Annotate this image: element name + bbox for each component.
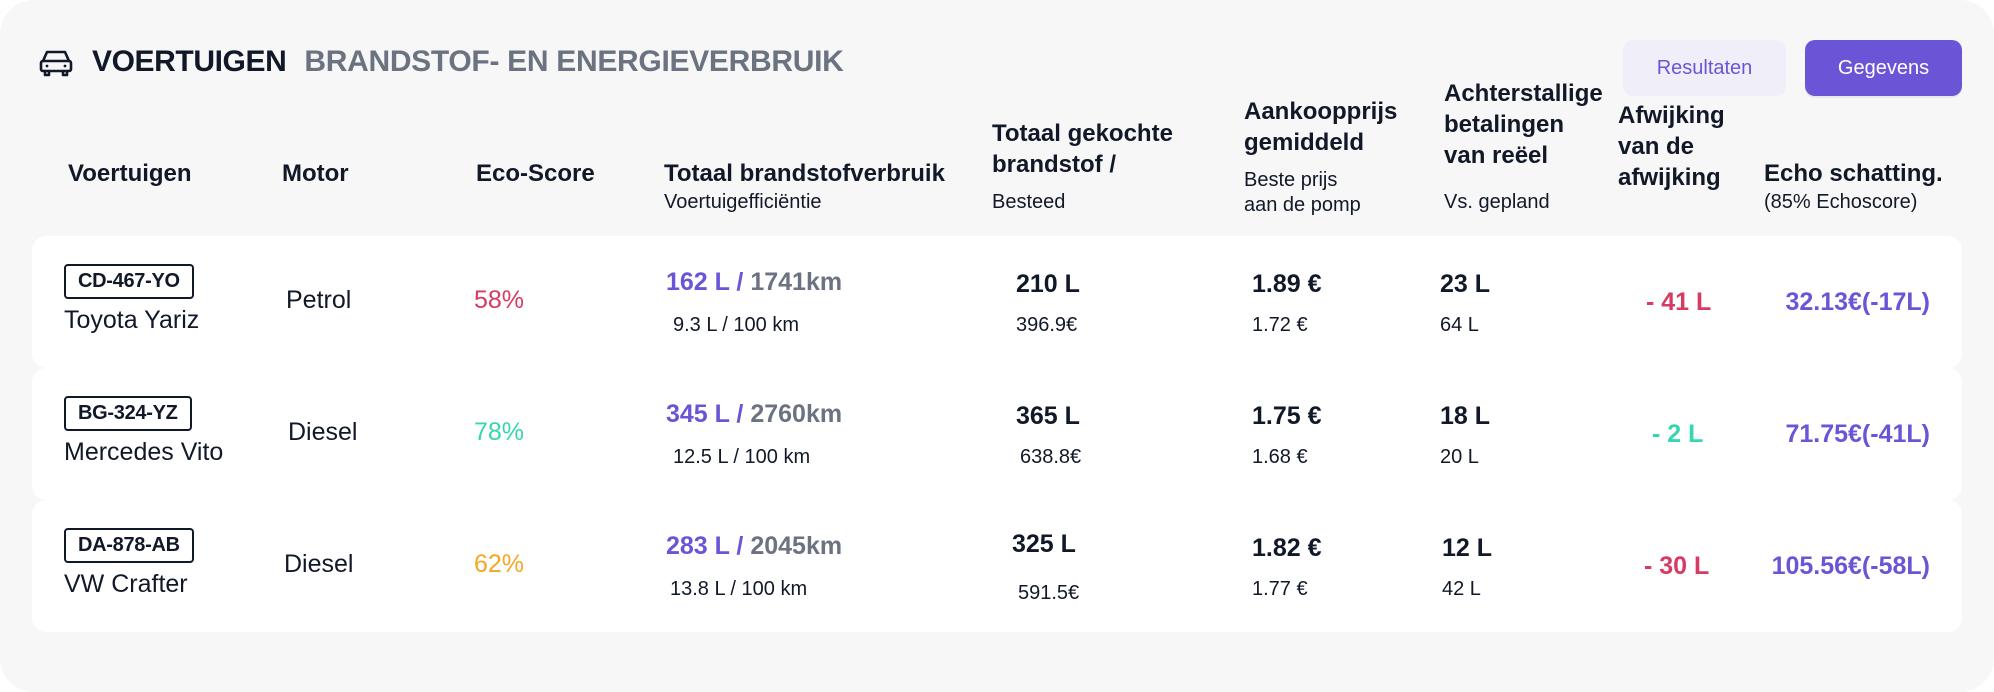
eco-score: 78% (474, 418, 525, 446)
vehicle-name: VW Crafter (64, 570, 188, 598)
backlog-planned: 64 L (1440, 314, 1479, 336)
fuel-total-separator: / (729, 532, 751, 560)
column-header-deviation: Afwijking van de afwijking (1618, 102, 1725, 192)
backlog-actual: 23 L (1440, 270, 1491, 298)
echo-estimate: 32.13€(-17L) (1785, 288, 1930, 316)
fuel-total-km: 2760km (750, 400, 843, 428)
average-purchase-price: 1.89 € (1252, 270, 1322, 298)
license-plate: CD-467-YO (64, 264, 194, 299)
average-purchase-price: 1.82 € (1252, 534, 1322, 562)
fuel-total-separator: / (729, 400, 751, 428)
column-header-engine: Motor (282, 160, 349, 187)
column-subheader-backlog: Vs. gepland (1444, 191, 1550, 213)
vehicle-efficiency: 12.5 L / 100 km (673, 446, 811, 468)
column-subheader-fuel-total: Voertuigefficiëntie (664, 191, 822, 213)
page-title: VOERTUIGEN (92, 45, 287, 78)
vehicle-efficiency: 9.3 L / 100 km (673, 314, 799, 336)
table-row[interactable]: BG-324-YZ Mercedes Vito Diesel 78% 345 L… (32, 368, 1962, 500)
fuel-total-separator: / (729, 268, 751, 296)
column-subheader-purchase-price: Beste prijs aan de pomp (1244, 169, 1361, 216)
car-icon (38, 44, 74, 80)
deviation-value: - 41 L (1646, 288, 1712, 316)
vehicle-efficiency: 13.8 L / 100 km (670, 578, 808, 600)
average-purchase-price: 1.75 € (1252, 402, 1322, 430)
column-header-eco-score: Eco-Score (476, 160, 595, 187)
fuel-total-liters: 345 L (666, 400, 730, 428)
fuel-total: 283 L / 2045km (666, 532, 842, 561)
engine-type: Diesel (284, 550, 354, 578)
fuel-total-liters: 283 L (666, 532, 730, 560)
column-header-fuel-total: Totaal brandstofverbruik (664, 160, 945, 187)
results-button[interactable]: Resultaten (1623, 40, 1786, 96)
page-subtitle: BRANDSTOF- EN ENERGIEVERBRUIK (304, 45, 844, 78)
vehicle-name: Toyota Yariz (64, 306, 200, 334)
fuel-bought: 325 L (1012, 530, 1076, 558)
panel-header: VOERTUIGEN BRANDSTOF- EN ENERGIEVERBRUIK (38, 44, 844, 80)
vehicle-name: Mercedes Vito (64, 438, 224, 466)
deviation-value: - 2 L (1652, 420, 1704, 448)
table-row[interactable]: DA-878-AB VW Crafter Diesel 62% 283 L / … (32, 500, 1962, 632)
best-pump-price: 1.72 € (1252, 314, 1308, 336)
eco-score: 58% (474, 286, 525, 314)
backlog-planned: 42 L (1442, 578, 1481, 600)
fuel-total-km: 1741km (750, 268, 843, 296)
column-header-echo: Echo schatting. (1764, 160, 1943, 187)
fuel-total-km: 2045km (750, 532, 843, 560)
engine-type: Petrol (286, 286, 352, 314)
column-subheader-echo: (85% Echoscore) (1764, 191, 1918, 213)
fuel-spent: 591.5€ (1018, 582, 1080, 604)
fuel-spent: 396.9€ (1016, 314, 1078, 336)
column-header-vehicles: Voertuigen (68, 160, 192, 187)
echo-estimate: 71.75€(-41L) (1785, 420, 1930, 448)
fuel-total: 162 L / 1741km (666, 268, 842, 297)
fuel-spent: 638.8€ (1020, 446, 1082, 468)
column-subheader-fuel-bought: Besteed (992, 191, 1066, 213)
fuel-total: 345 L / 2760km (666, 400, 842, 429)
fuel-bought: 365 L (1016, 402, 1080, 430)
license-plate: BG-324-YZ (64, 396, 192, 431)
engine-type: Diesel (288, 418, 358, 446)
echo-estimate: 105.56€(-58L) (1771, 552, 1930, 580)
deviation-value: - 30 L (1644, 552, 1710, 580)
eco-score: 62% (474, 550, 525, 578)
best-pump-price: 1.77 € (1252, 578, 1308, 600)
column-header-fuel-bought: Totaal gekochte brandstof / (992, 120, 1173, 179)
license-plate: DA-878-AB (64, 528, 194, 563)
fuel-total-liters: 162 L (666, 268, 730, 296)
table-row[interactable]: CD-467-YO Toyota Yariz Petrol 58% 162 L … (32, 236, 1962, 368)
backlog-planned: 20 L (1440, 446, 1479, 468)
data-button[interactable]: Gegevens (1805, 40, 1962, 96)
best-pump-price: 1.68 € (1252, 446, 1308, 468)
backlog-actual: 18 L (1440, 402, 1491, 430)
fuel-bought: 210 L (1016, 270, 1080, 298)
column-header-backlog: Achterstallige betalingen van reëel (1444, 80, 1603, 170)
backlog-actual: 12 L (1442, 534, 1493, 562)
column-header-purchase-price: Aankoopprijs gemiddeld (1244, 98, 1398, 157)
